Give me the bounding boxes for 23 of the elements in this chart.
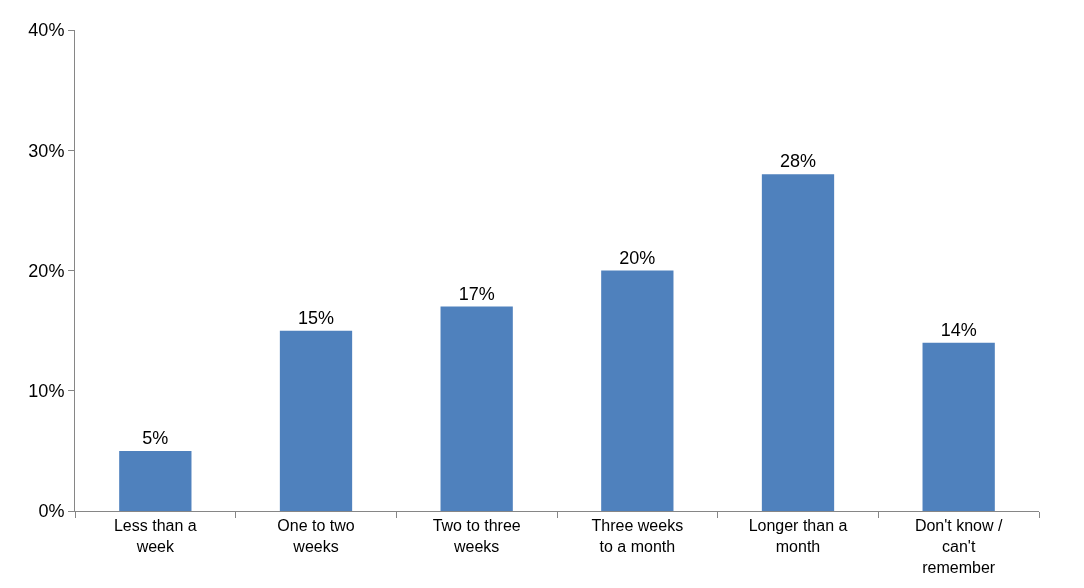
bar xyxy=(279,330,353,511)
y-tick-label: 40% xyxy=(28,20,65,41)
bar xyxy=(601,270,674,511)
data-label: 17% xyxy=(458,283,495,304)
bar xyxy=(440,306,513,511)
data-label: 15% xyxy=(297,307,335,328)
x-tick-label: Don't know / can't remember xyxy=(914,517,1003,576)
y-tick-label: 10% xyxy=(28,381,65,402)
y-tick-label: 30% xyxy=(28,140,65,161)
x-tick-label: Three weeks to a month xyxy=(591,517,684,555)
data-label: 28% xyxy=(779,151,817,172)
bar xyxy=(922,342,995,511)
bar xyxy=(761,174,835,511)
x-tick-label: Two to three weeks xyxy=(432,517,521,555)
data-label: 14% xyxy=(940,319,977,340)
x-tick-label: Longer than a month xyxy=(748,517,848,555)
y-tick-label: 0% xyxy=(38,501,65,522)
x-tick-label: One to two weeks xyxy=(277,517,355,555)
bar xyxy=(119,450,192,511)
data-label: 20% xyxy=(619,247,656,268)
y-tick-label: 20% xyxy=(28,260,65,281)
data-label: 5% xyxy=(142,427,169,448)
x-tick-label: Less than a week xyxy=(113,517,197,555)
